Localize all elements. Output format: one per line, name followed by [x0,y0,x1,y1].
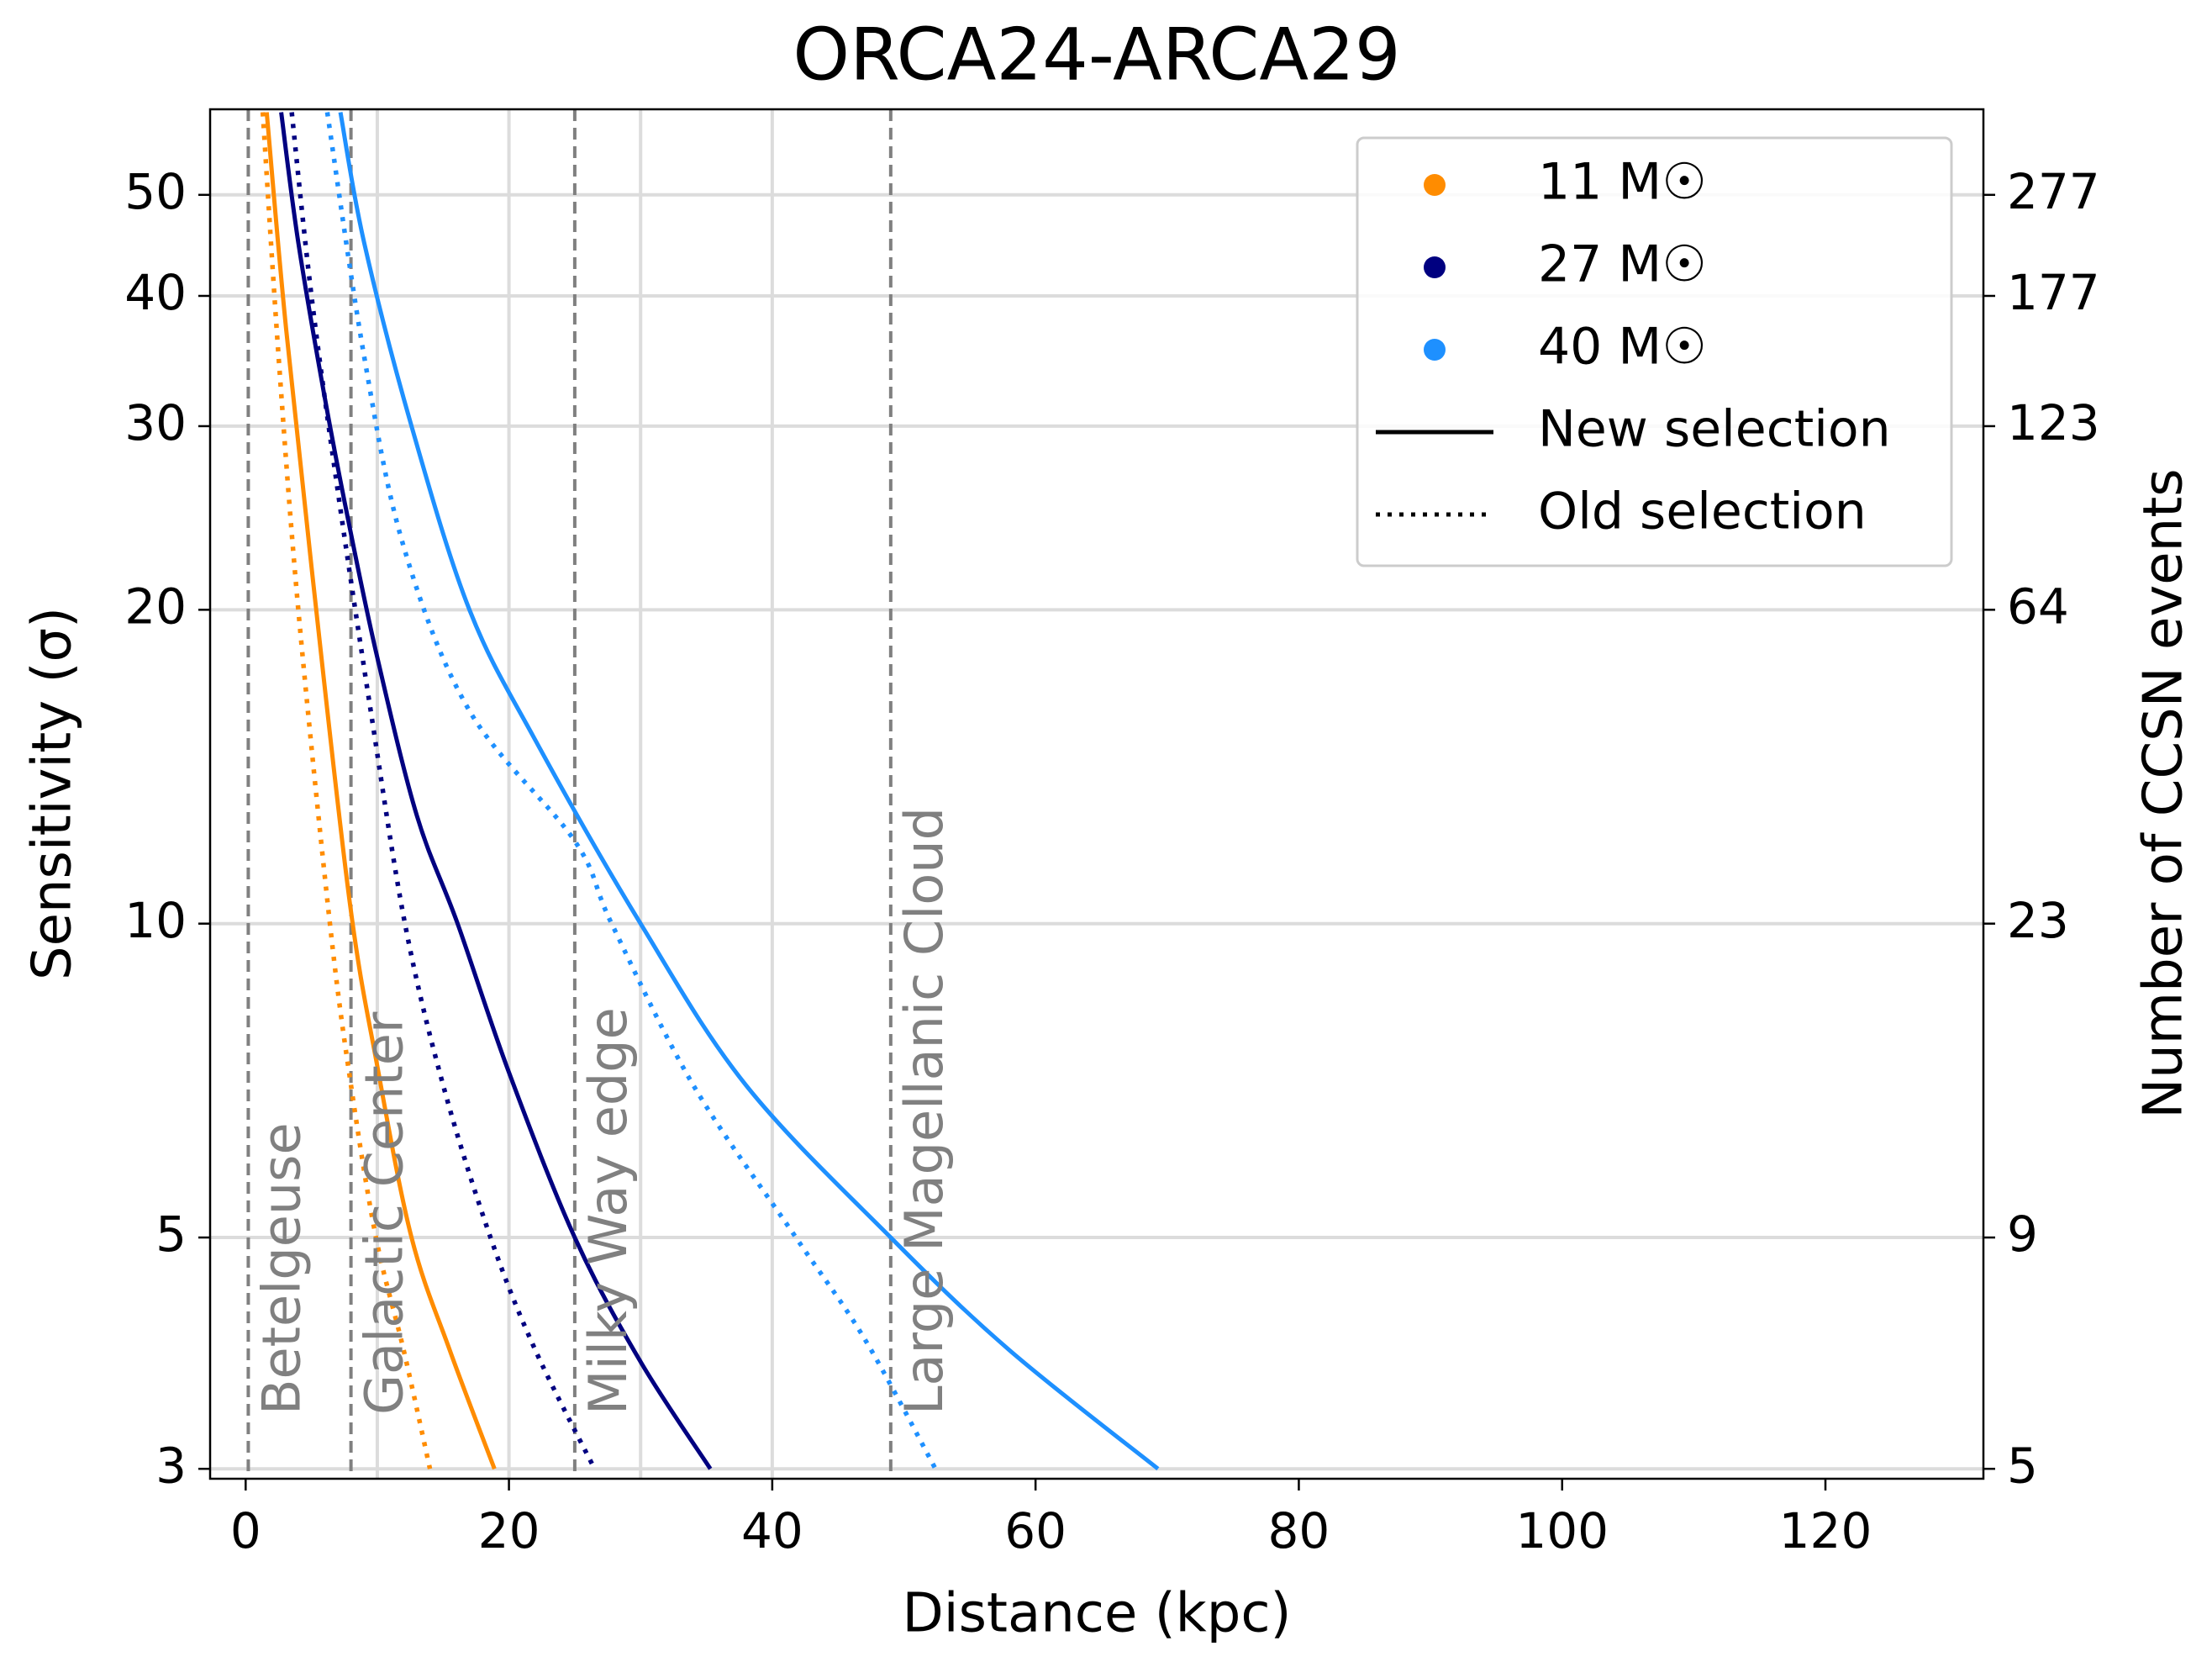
y-tick-label: 40 [124,264,187,321]
y2-tick-label: 64 [2007,578,2069,635]
y-tick-label: 5 [155,1206,187,1263]
legend-label: 27 M☉ [1538,235,1707,294]
legend-label: Old selection [1538,483,1867,541]
x-tick-label: 100 [1515,1502,1609,1559]
x-tick-label: 60 [1004,1502,1066,1559]
y2-tick-label: 277 [2007,163,2100,220]
y-axis-label: Sensitivity (σ) [22,607,84,980]
series-line [338,112,1160,1471]
x-tick-label: 40 [741,1502,803,1559]
reference-label: Large Magellanic Cloud [893,807,955,1415]
reference-label: Milky Way edge [577,1007,639,1415]
plot-frame [208,108,1985,1480]
series-line [260,112,433,1469]
legend-label: New selection [1538,400,1891,459]
axes: 0 20 40 60 80 100 120 3 5 10 20 30 40 50 5 9 23 64 123 177 2… [124,163,2100,1559]
y2-tick-label: 9 [2007,1206,2038,1263]
x-tick-label: 20 [478,1502,540,1559]
legend-marker [1424,339,1446,361]
series-line [264,112,497,1470]
legend-label: 40 M☉ [1538,318,1707,377]
x-axis-label: Distance (kpc) [903,1583,1292,1645]
y2-tick-label: 123 [2007,394,2100,451]
y-tick-label: 10 [124,892,187,949]
y2-tick-label: 23 [2007,892,2069,949]
x-tick-label: 0 [230,1502,261,1559]
chart-title: ORCA24-ARCA29 [793,13,1400,97]
y-tick-label: 30 [124,394,187,451]
x-tick-label: 80 [1268,1502,1330,1559]
y2-axis-label: Number of CCSN events [2133,468,2195,1118]
legend: 11 M☉ 27 M☉ 40 M☉ New selection Old selectio… [1356,136,1953,567]
legend-box [1356,136,1953,567]
y2-tick-label: 5 [2007,1437,2038,1494]
y-tick-label: 20 [124,578,187,635]
y-tick-label: 3 [155,1437,187,1494]
legend-marker [1424,256,1446,278]
reference-label: Galactic Center [354,1011,415,1415]
reference-label: Betelgeuse [251,1122,313,1415]
plot-area [246,109,1160,1479]
legend-label: 11 M☉ [1538,153,1707,212]
legend-marker [1424,174,1446,196]
y2-tick-label: 177 [2007,264,2100,321]
y-tick-label: 50 [124,163,187,220]
x-tick-label: 120 [1779,1502,1872,1559]
